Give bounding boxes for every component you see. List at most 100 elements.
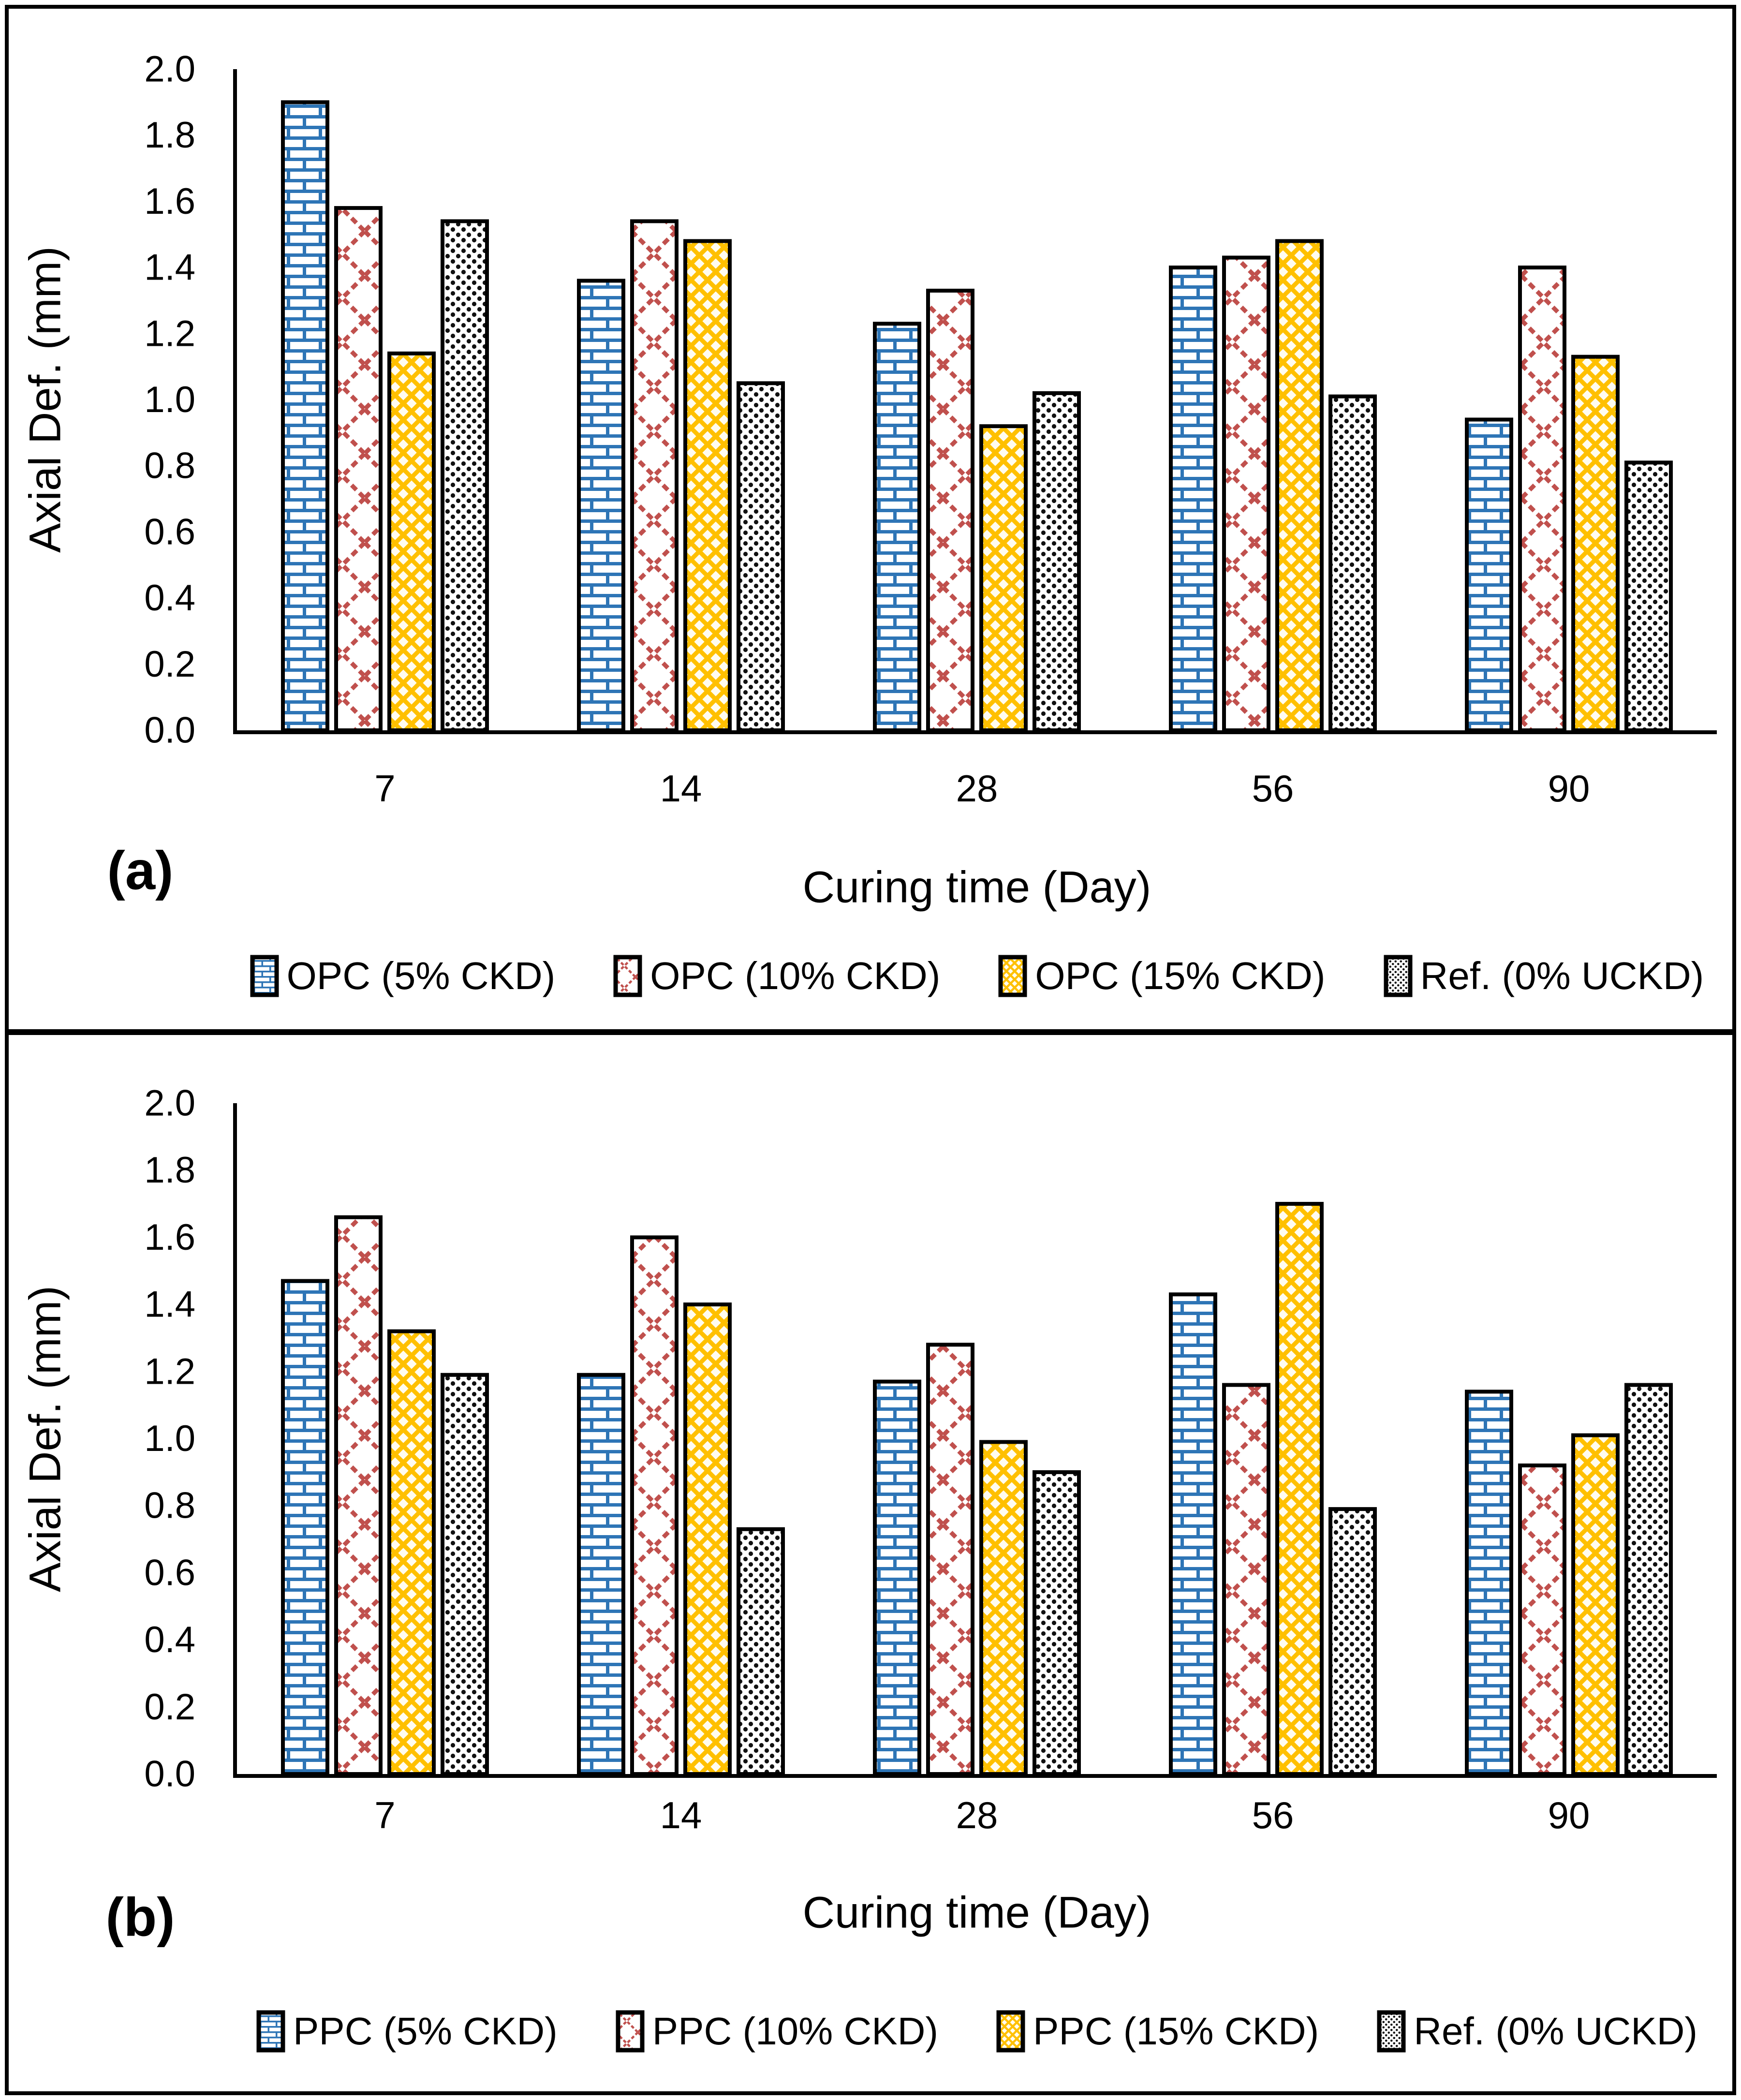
bar: [1033, 391, 1081, 732]
bar: [1328, 1507, 1377, 1776]
y-tick-label: 1.2: [144, 1351, 195, 1392]
y-tick-label: 0.6: [144, 1552, 195, 1593]
legend-item: Ref. (0% UCKD): [1377, 2009, 1697, 2054]
legend-a: OPC (5% CKD) OPC (10% CKD) OPC (15% CKD) Re…: [237, 954, 1717, 998]
legend-b: PPC (5% CKD) PPC (10% CKD) PPC (15% CKD) Re…: [237, 2009, 1717, 2054]
bar: [1465, 417, 1513, 732]
y-tick-label: 0.6: [144, 511, 195, 552]
y-tick-label: 0.8: [144, 445, 195, 487]
legend-label: PPC (15% CKD): [1033, 2010, 1319, 2053]
x-tick-label: 90: [1548, 767, 1590, 810]
x-tick-label: 14: [660, 767, 702, 810]
bar: [1518, 1463, 1566, 1776]
bar: [683, 1302, 732, 1776]
bar: [577, 1373, 625, 1776]
legend-swatch-icon: [996, 2010, 1025, 2053]
bar: [1624, 460, 1673, 732]
bar: [441, 219, 489, 732]
legend-label: OPC (15% CKD): [1035, 954, 1326, 997]
legend-item: PPC (15% CKD): [996, 2009, 1319, 2054]
legend-swatch-icon: [613, 955, 642, 997]
bar: [1275, 239, 1324, 733]
panel-letter-b: (b): [105, 1887, 175, 1948]
bar: [281, 100, 329, 733]
y-tick-label: 1.6: [144, 181, 195, 222]
y-tick-label: 0.8: [144, 1485, 195, 1526]
bar: [926, 1343, 974, 1776]
panel-divider: [9, 1029, 1732, 1035]
legend-item: Ref. (0% UCKD): [1384, 954, 1704, 998]
legend-label: OPC (10% CKD): [650, 954, 941, 997]
x-tick-label: 28: [956, 767, 998, 810]
y-tick-label: 1.6: [144, 1217, 195, 1258]
x-tick-label: 56: [1252, 767, 1294, 810]
bar: [1169, 266, 1217, 732]
legend-label: PPC (5% CKD): [293, 2010, 558, 2053]
y-tick-label: 1.8: [144, 115, 195, 156]
bar: [334, 1215, 383, 1776]
legend-swatch-icon: [256, 2010, 285, 2053]
legend-label: Ref. (0% UCKD): [1420, 954, 1704, 997]
y-tick-label: 0.4: [144, 1619, 195, 1660]
y-tick-label: 1.2: [144, 313, 195, 354]
bar-chart-a: 0.0 0.2 0.4 0.6 0.8 1.0 1.2 1.4 1.6 1.8 2.0 7 14 28 56…: [144, 49, 1717, 810]
bar: [1275, 1202, 1324, 1776]
legend-item: PPC (5% CKD): [256, 2009, 558, 2054]
legend-item: OPC (5% CKD): [250, 954, 556, 998]
bar: [1571, 1433, 1620, 1776]
panel-letter-a: (a): [107, 840, 174, 901]
legend-label: Ref. (0% UCKD): [1414, 2010, 1698, 2053]
y-axis-title-b: Axial Def. (mm): [20, 1286, 70, 1592]
bar: [1328, 394, 1377, 732]
x-tick-label: 14: [660, 1794, 702, 1836]
x-tick-label: 7: [374, 767, 395, 810]
bar: [387, 1329, 436, 1776]
x-tick-label: 28: [956, 1794, 998, 1836]
panel-b: 0.0 0.2 0.4 0.6 0.8 1.0 1.2 1.4 1.6 1.8 2.0 7 14 28 56…: [9, 1035, 1732, 2084]
y-axis-line-b: [233, 1103, 237, 1778]
bar: [1571, 355, 1620, 732]
y-tick-label: 1.0: [144, 1418, 195, 1459]
x-axis-line-b: [233, 1774, 1717, 1778]
figure-frame: 0.0 0.2 0.4 0.6 0.8 1.0 1.2 1.4 1.6 1.8 2.0 7 14 28 56…: [5, 5, 1736, 2095]
y-tick-label: 0.0: [144, 710, 195, 751]
bar: [577, 279, 625, 732]
bar: [873, 1379, 921, 1776]
y-tick-label: 0.2: [144, 1686, 195, 1728]
bar-chart-b: 0.0 0.2 0.4 0.6 0.8 1.0 1.2 1.4 1.6 1.8 2.0 7 14 28 56…: [144, 1083, 1717, 1836]
legend-swatch-icon: [250, 955, 279, 997]
bar: [281, 1279, 329, 1776]
legend-label: PPC (10% CKD): [652, 2010, 938, 2053]
legend-swatch-icon: [1377, 2010, 1406, 2053]
y-tick-label: 2.0: [144, 1083, 195, 1124]
bar: [979, 1440, 1028, 1776]
y-tick-label: 0.2: [144, 644, 195, 685]
bar: [1465, 1390, 1513, 1776]
x-axis-title-b: Curing time (Day): [802, 1888, 1151, 1937]
bar: [334, 206, 383, 733]
bar: [441, 1373, 489, 1776]
bar: [630, 219, 679, 732]
bar: [737, 1527, 785, 1776]
bar: [1624, 1383, 1673, 1776]
x-tick-label: 90: [1548, 1794, 1590, 1836]
bar: [737, 381, 785, 732]
bar: [1222, 255, 1270, 732]
x-tick-label: 7: [374, 1794, 395, 1836]
x-axis-title-a: Curing time (Day): [802, 862, 1151, 912]
bar: [979, 424, 1028, 732]
bar: [387, 351, 436, 732]
y-tick-label: 0.0: [144, 1754, 195, 1795]
legend-item: PPC (10% CKD): [616, 2009, 938, 2054]
y-tick-label: 0.4: [144, 577, 195, 619]
legend-swatch-icon: [998, 955, 1027, 997]
bar: [630, 1235, 679, 1776]
x-tick-label: 56: [1252, 1794, 1294, 1836]
y-tick-label: 1.4: [144, 1284, 195, 1325]
legend-swatch-icon: [616, 2010, 645, 2053]
bar: [926, 288, 974, 732]
y-tick-label: 1.4: [144, 247, 195, 288]
panel-a: 0.0 0.2 0.4 0.6 0.8 1.0 1.2 1.4 1.6 1.8 2.0 7 14 28 56…: [9, 9, 1732, 1029]
legend-label: OPC (5% CKD): [286, 954, 556, 997]
bar: [1169, 1292, 1217, 1776]
